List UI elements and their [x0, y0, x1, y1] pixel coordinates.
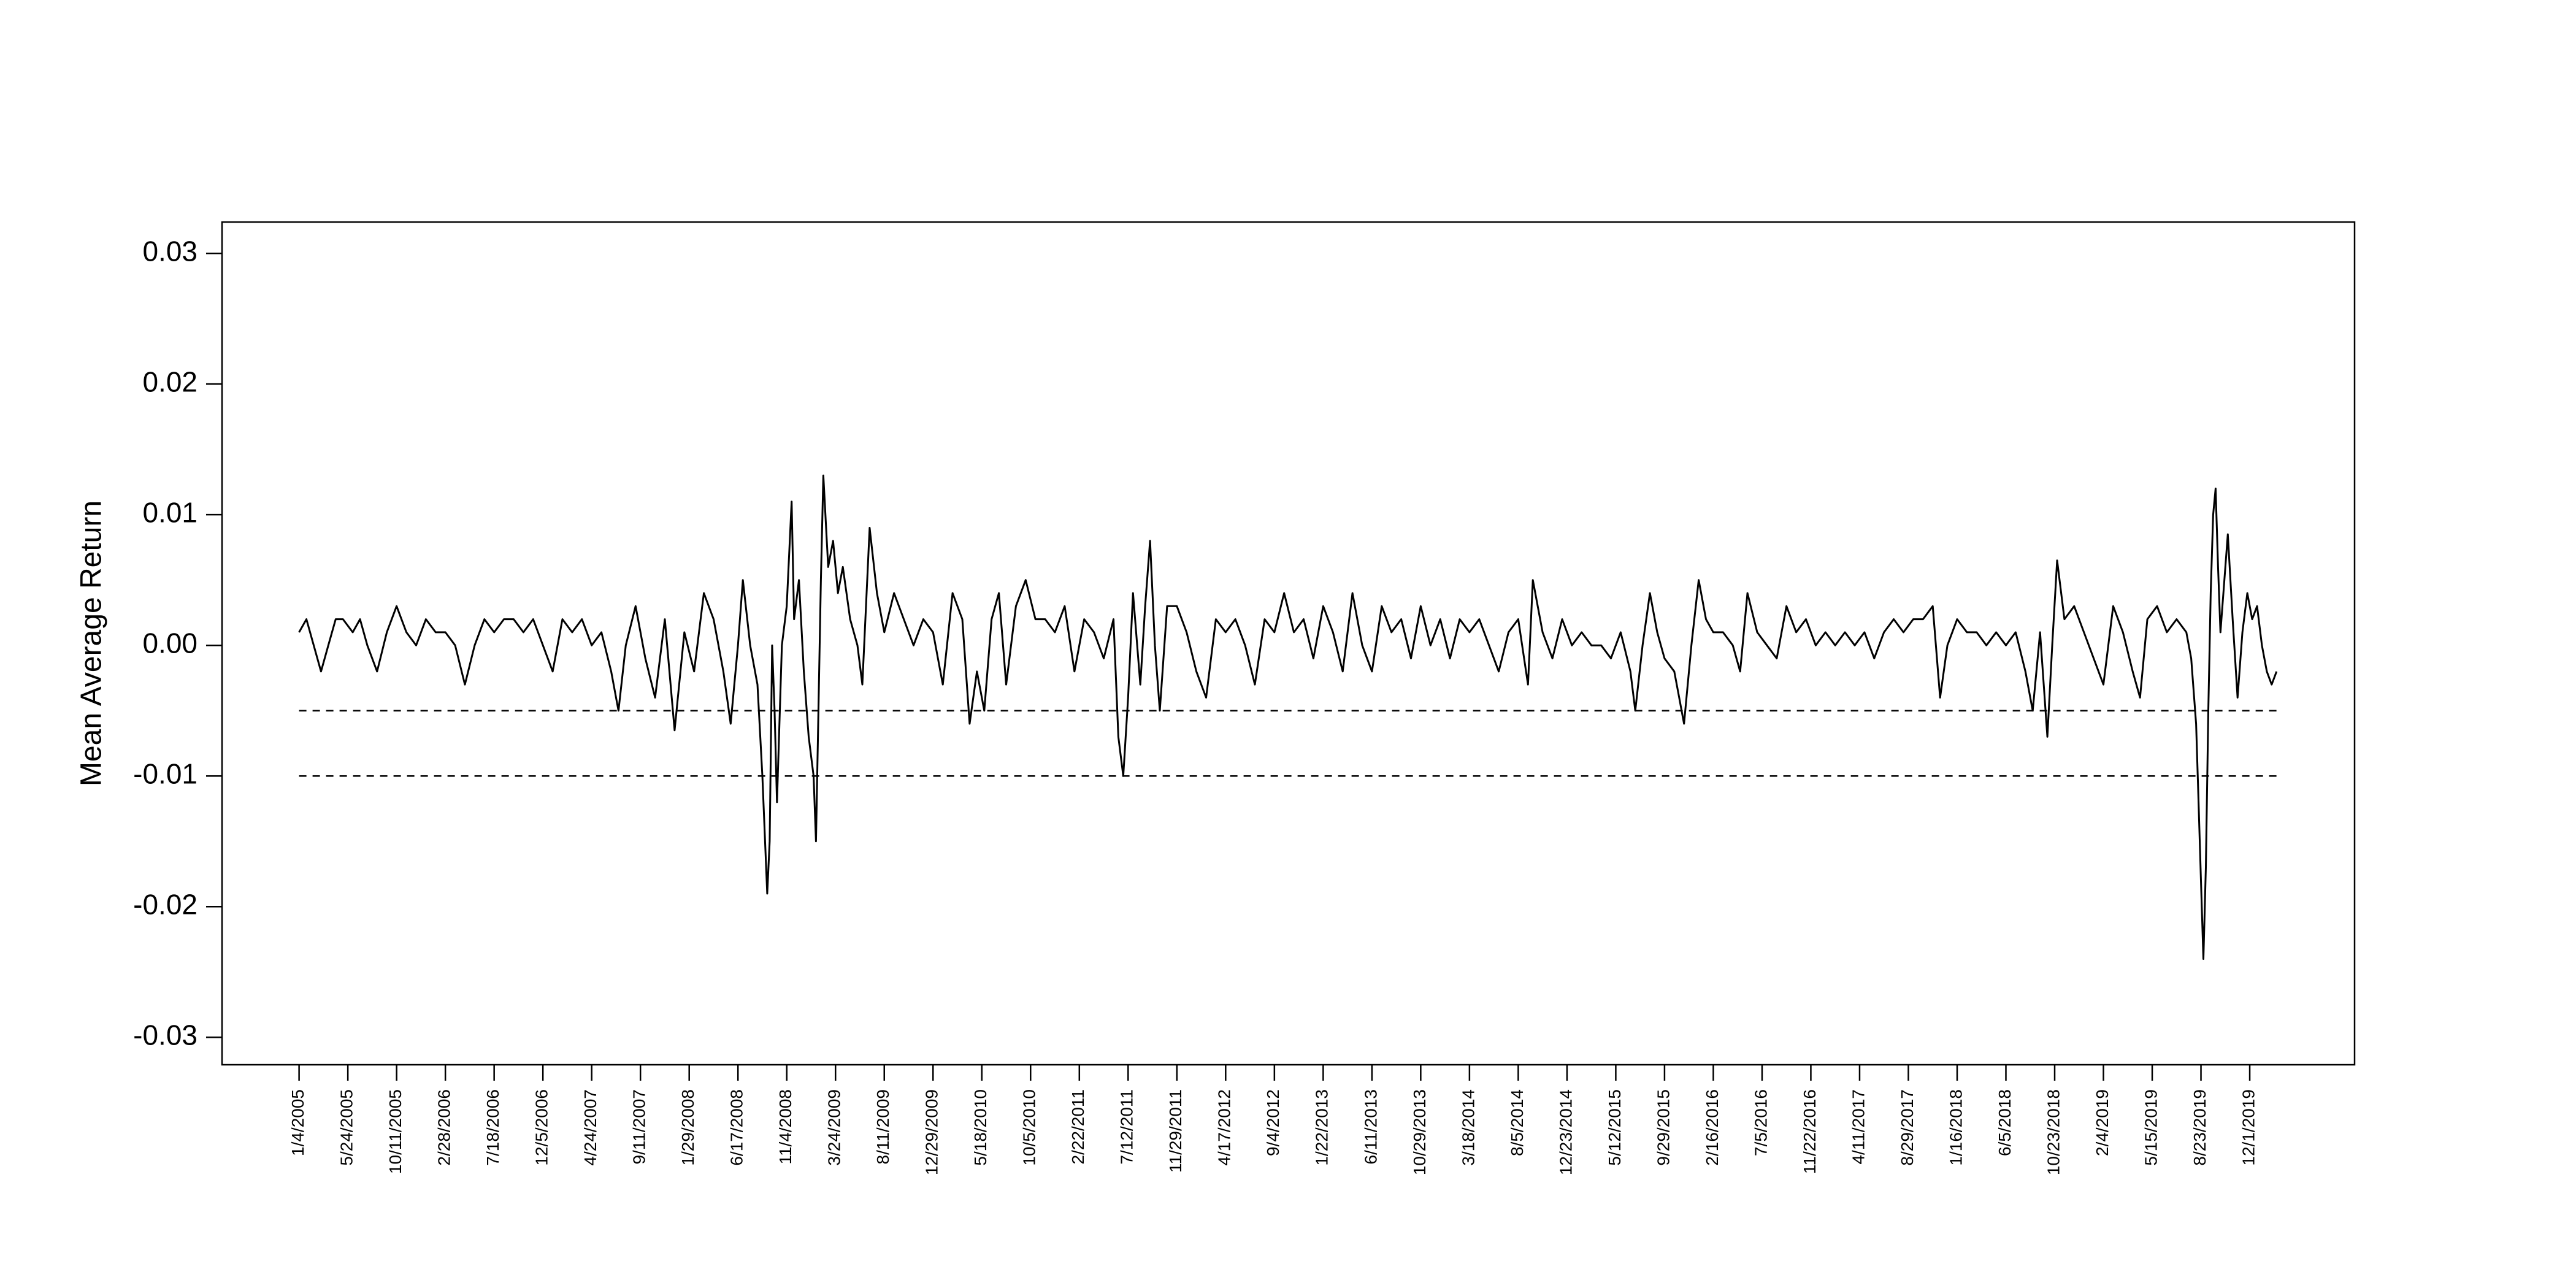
x-tick-label: 12/5/2006	[532, 1089, 551, 1166]
x-tick-label: 10/23/2018	[2044, 1089, 2063, 1175]
x-tick-label: 10/5/2010	[1020, 1089, 1039, 1166]
x-tick-label: 3/18/2014	[1459, 1089, 1478, 1166]
x-tick-label: 1/4/2005	[288, 1089, 307, 1156]
x-tick-label: 8/5/2014	[1508, 1089, 1527, 1156]
x-tick-label: 4/24/2007	[581, 1089, 600, 1166]
x-tick-label: 4/17/2012	[1215, 1089, 1234, 1166]
y-axis-label: Mean Average Return	[75, 500, 108, 786]
x-tick-label: 12/1/2019	[2239, 1089, 2258, 1166]
x-tick-label: 7/5/2016	[1751, 1089, 1770, 1156]
x-tick-label: 2/4/2019	[2093, 1089, 2112, 1156]
x-tick-label: 12/23/2014	[1556, 1089, 1575, 1175]
x-tick-label: 9/4/2012	[1263, 1089, 1282, 1156]
x-tick-label: 12/29/2009	[922, 1089, 941, 1175]
x-tick-label: 11/22/2016	[1800, 1089, 1819, 1174]
y-tick-label: 0.03	[142, 235, 197, 267]
y-tick-label: -0.01	[133, 757, 197, 789]
x-tick-label: 8/29/2017	[1898, 1089, 1917, 1166]
y-tick-label: 0.01	[142, 496, 197, 528]
x-tick-label: 2/28/2006	[435, 1089, 454, 1166]
x-tick-label: 2/22/2011	[1068, 1089, 1087, 1165]
x-tick-label: 1/16/2018	[1946, 1089, 1965, 1166]
x-tick-label: 6/5/2018	[1995, 1089, 2014, 1156]
x-tick-label: 9/29/2015	[1654, 1089, 1673, 1166]
x-tick-label: 5/18/2010	[971, 1089, 990, 1166]
plot-frame	[221, 221, 2356, 1066]
x-tick-label: 10/11/2005	[386, 1089, 405, 1174]
x-tick-label: 5/24/2005	[337, 1089, 356, 1166]
x-tick-label: 4/11/2017	[1849, 1089, 1868, 1165]
x-tick-label: 3/24/2009	[825, 1089, 844, 1166]
x-tick-label: 8/11/2009	[873, 1089, 892, 1165]
x-tick-label: 1/29/2008	[678, 1089, 697, 1166]
x-tick-label: 5/15/2019	[2141, 1089, 2160, 1166]
y-tick-label: -0.03	[133, 1019, 197, 1051]
x-tick-label: 10/29/2013	[1410, 1089, 1429, 1175]
y-tick-label: 0.02	[142, 366, 197, 397]
y-tick-label: -0.02	[133, 888, 197, 920]
x-tick-label: 9/11/2007	[630, 1089, 649, 1165]
x-tick-label: 6/17/2008	[727, 1089, 746, 1166]
x-tick-label: 1/22/2013	[1313, 1089, 1332, 1166]
x-tick-label: 11/4/2008	[776, 1089, 795, 1165]
x-tick-label: 8/23/2019	[2190, 1089, 2209, 1166]
y-tick-label: 0.00	[142, 627, 197, 659]
x-tick-label: 7/18/2006	[483, 1089, 502, 1166]
x-tick-label: 5/12/2015	[1605, 1089, 1624, 1166]
x-tick-label: 6/11/2013	[1361, 1089, 1380, 1165]
data-line	[298, 474, 2278, 960]
x-tick-label: 7/12/2011	[1117, 1089, 1137, 1165]
x-tick-label: 2/16/2016	[1703, 1089, 1722, 1166]
x-tick-label: 11/29/2011	[1166, 1089, 1185, 1173]
